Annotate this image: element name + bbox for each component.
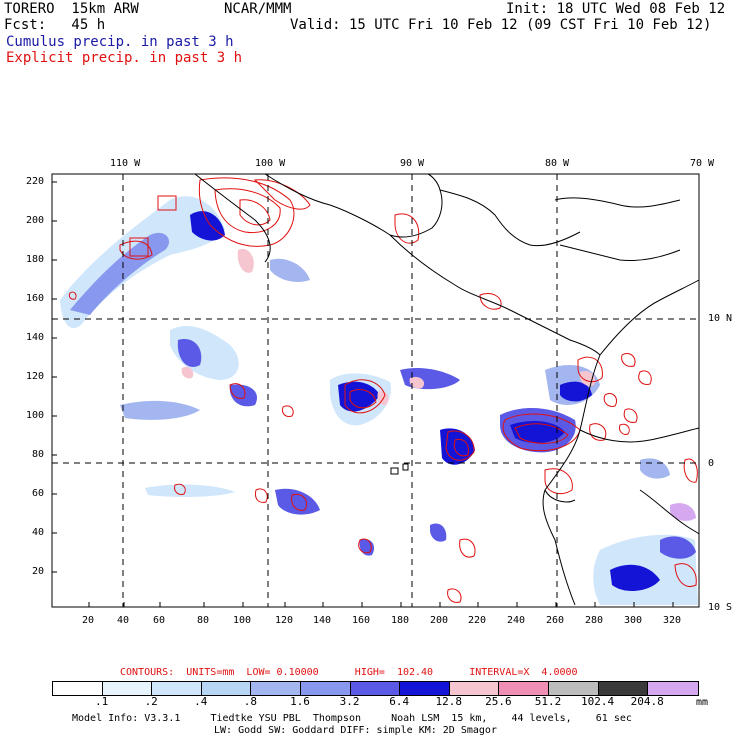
legend-swatch bbox=[251, 682, 301, 695]
y-tick-label: 200 bbox=[26, 215, 45, 226]
legend-swatch bbox=[449, 682, 500, 695]
legend-swatch bbox=[300, 682, 351, 695]
lat-label: 10 S bbox=[708, 602, 733, 613]
y-tick-label: 180 bbox=[26, 254, 45, 265]
model-title: TORERO 15km ARW bbox=[4, 1, 139, 17]
y-tick-label: 120 bbox=[26, 371, 45, 382]
x-tick-label: 80 bbox=[197, 615, 210, 626]
coastlines bbox=[194, 173, 700, 606]
legend-label: 12.8 bbox=[435, 695, 463, 708]
legend-label: 51.2 bbox=[534, 695, 562, 708]
lon-label: 110 W bbox=[110, 158, 141, 169]
legend-label: 102.4 bbox=[581, 695, 615, 708]
org-label: NCAR/MMM bbox=[224, 1, 292, 17]
y-tick-label: 60 bbox=[32, 488, 45, 499]
lon-label: 100 W bbox=[255, 158, 286, 169]
legend-label: .2 bbox=[144, 695, 158, 708]
x-tick-label: 100 bbox=[233, 615, 252, 626]
model-info: Model Info: V3.3.1 Tiedtke YSU PBL Thomp… bbox=[72, 713, 632, 724]
x-tick-label: 40 bbox=[117, 615, 130, 626]
legend-units: mm bbox=[696, 697, 709, 708]
legend-swatch bbox=[152, 682, 202, 695]
y-tick-label: 40 bbox=[32, 527, 45, 538]
x-tick-label: 200 bbox=[430, 615, 449, 626]
init-time: Init: 18 UTC Wed 08 Feb 12 bbox=[506, 1, 726, 17]
legend-label: 25.6 bbox=[485, 695, 512, 708]
graticule bbox=[52, 174, 699, 607]
y-tick-label: 140 bbox=[26, 332, 45, 343]
legend-label: 6.4 bbox=[389, 695, 410, 708]
legend-swatch bbox=[598, 682, 649, 695]
forecast-hour: Fcst: 45 h bbox=[4, 17, 106, 33]
x-tick-label: 220 bbox=[468, 615, 487, 626]
y-tick-label: 220 bbox=[26, 176, 45, 187]
legend-swatch bbox=[53, 682, 103, 695]
legend-swatch bbox=[499, 682, 549, 695]
legend-label: 1.6 bbox=[290, 695, 310, 708]
legend-label: 3.2 bbox=[339, 695, 360, 708]
legend-label: .4 bbox=[194, 695, 208, 708]
lat-label: 10 N bbox=[708, 313, 733, 324]
x-tick-label: 160 bbox=[352, 615, 371, 626]
legend-swatch bbox=[201, 682, 252, 695]
color-legend bbox=[52, 681, 699, 696]
lat-label: 0 bbox=[708, 458, 715, 469]
x-tick-label: 120 bbox=[275, 615, 294, 626]
legend-swatch bbox=[350, 682, 401, 695]
legend-swatch bbox=[548, 682, 599, 695]
lon-label: 90 W bbox=[400, 158, 425, 169]
cumulus-precip-field bbox=[60, 196, 698, 605]
valid-time: Valid: 15 UTC Fri 10 Feb 12 (09 CST Fri … bbox=[290, 17, 712, 33]
legend-label: 204.8 bbox=[630, 695, 664, 708]
legend-swatch bbox=[400, 682, 450, 695]
x-tick-label: 240 bbox=[507, 615, 526, 626]
x-tick-label: 140 bbox=[313, 615, 332, 626]
x-tick-label: 180 bbox=[391, 615, 410, 626]
explicit-label: Explicit precip. in past 3 h bbox=[6, 50, 243, 66]
x-tick-label: 20 bbox=[82, 615, 95, 626]
model-physics: LW: Godd SW: Goddard DIFF: simple KM: 2D… bbox=[214, 725, 497, 736]
lon-label: 80 W bbox=[545, 158, 570, 169]
legend-label: .8 bbox=[243, 695, 258, 708]
y-tick-label: 20 bbox=[32, 566, 45, 577]
legend-swatch bbox=[648, 682, 698, 695]
x-tick-label: 60 bbox=[153, 615, 166, 626]
x-tick-label: 320 bbox=[663, 615, 682, 626]
y-tick-label: 160 bbox=[26, 293, 45, 304]
explicit-contours bbox=[68, 177, 698, 603]
x-tick-label: 300 bbox=[624, 615, 643, 626]
cumulus-label: Cumulus precip. in past 3 h bbox=[6, 34, 234, 50]
y-tick-label: 100 bbox=[26, 410, 45, 421]
x-tick-label: 280 bbox=[585, 615, 604, 626]
legend-swatch bbox=[102, 682, 153, 695]
tick-marks bbox=[52, 181, 674, 607]
lon-label: 70 W bbox=[690, 158, 715, 169]
x-tick-label: 260 bbox=[546, 615, 565, 626]
legend-label: .1 bbox=[94, 695, 109, 708]
y-tick-label: 80 bbox=[32, 449, 45, 460]
contours-note: CONTOURS: UNITS=mm LOW= 0.10000 HIGH= 10… bbox=[120, 667, 578, 678]
